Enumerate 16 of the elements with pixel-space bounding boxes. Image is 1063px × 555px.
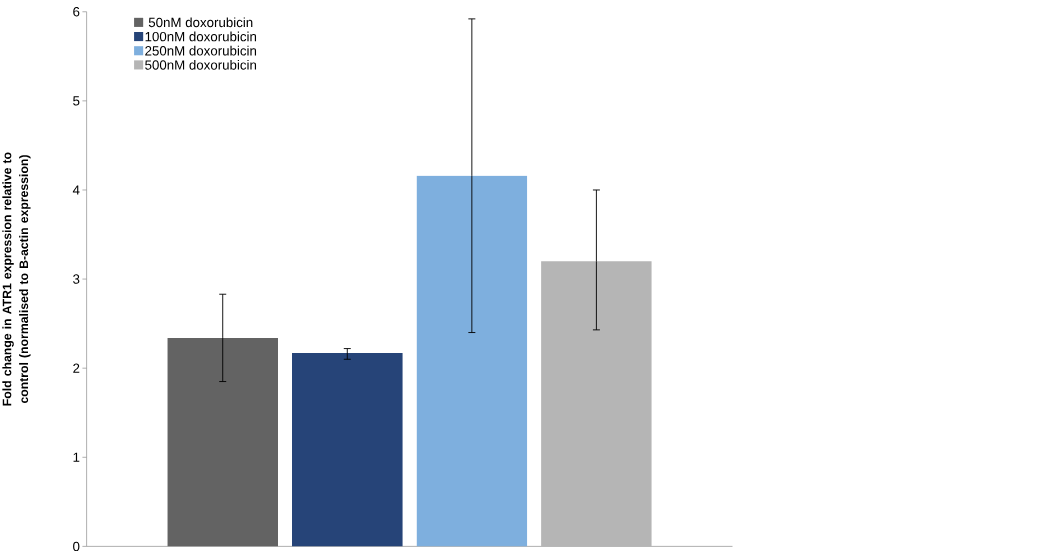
y-tick-label: 5 (73, 96, 80, 106)
y-tick-label: 4 (72, 185, 80, 195)
legend-label: 50nM doxorubicin (148, 17, 253, 27)
y-tick-label: 6 (73, 6, 80, 17)
bar (541, 261, 652, 547)
legend-label: 500nM doxorubicin (145, 59, 257, 70)
y-tick-label: 0 (73, 541, 80, 551)
y-tick-label: 1 (73, 452, 80, 462)
bar (292, 352, 403, 547)
bar (167, 337, 279, 547)
y-axis-title: Fold change in ATR1 expression relative to control (normalised to B-actin expression) (2, 152, 31, 406)
bar (416, 175, 528, 547)
y-tick-label: 2 (73, 363, 80, 373)
y-tick-label: 3 (73, 274, 80, 284)
legend-label: 100nM doxorubicin (145, 31, 257, 42)
legend-label: 250nM doxorubicin (145, 45, 257, 56)
